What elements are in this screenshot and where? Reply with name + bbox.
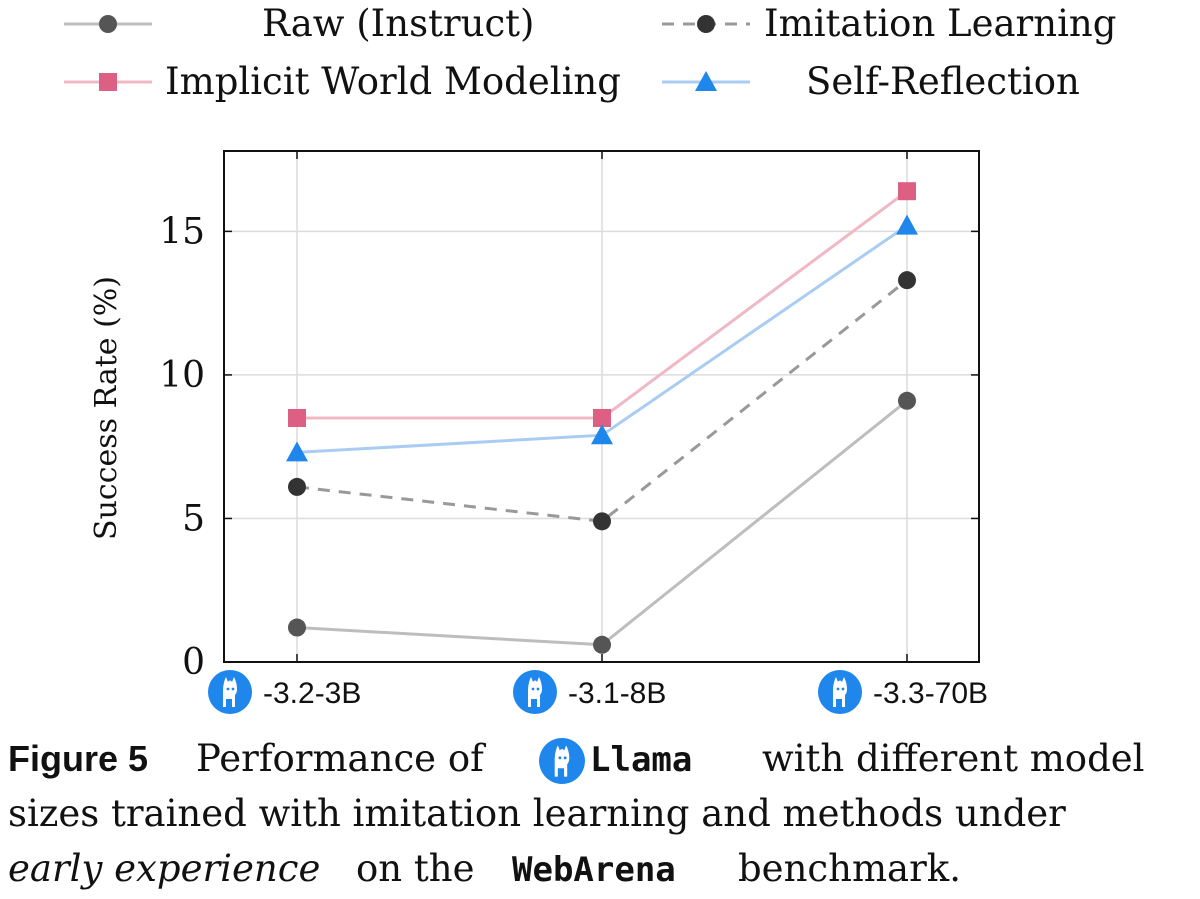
marker-raw-instruct-1 <box>593 635 611 654</box>
y-tick-label-10: 10 <box>159 355 205 396</box>
caption-line-1: Figure 5 Performance of Llama with diffe… <box>8 737 1144 780</box>
marker-self-reflection-2 <box>896 214 918 235</box>
legend-label-self-reflection: Self-Reflection <box>806 60 1080 103</box>
y-tick-label-15: 15 <box>159 211 205 252</box>
marker-imitation-learning-1 <box>593 512 611 531</box>
y-tick-label-5: 5 <box>182 498 205 539</box>
legend-label-raw-instruct: Raw (Instruct) <box>262 2 534 45</box>
legend-item-self-reflection: Self-Reflection <box>662 60 1080 103</box>
marker-self-reflection-0 <box>286 441 308 462</box>
caption-line3-end: benchmark. <box>738 847 961 890</box>
caption-model-name: Llama <box>590 740 692 780</box>
grid <box>224 151 979 662</box>
llama-icon <box>818 670 862 714</box>
marker-implicit-world-modeling-2 <box>898 182 916 201</box>
marker-raw-instruct-2 <box>898 391 916 410</box>
caption-line-2: sizes trained with imitation learning an… <box>8 792 1066 835</box>
plot-area: 0 5 10 15 -3.2-3B -3.1-8B -3.3-70B <box>159 150 988 714</box>
caption-benchmark-name: WebArena <box>512 850 676 890</box>
llama-icon <box>539 738 585 784</box>
x-tick-label-2: -3.3-70B <box>873 677 988 710</box>
series-layer <box>286 182 918 654</box>
legend-item-implicit-world-modeling: Implicit World Modeling <box>64 60 621 103</box>
x-axis-ticks: -3.2-3B -3.1-8B -3.3-70B <box>208 151 988 714</box>
legend-label-imitation-learning: Imitation Learning <box>764 2 1116 45</box>
marker-self-reflection-1 <box>591 424 613 445</box>
legend: Raw (Instruct) Imitation Learning Implic… <box>64 2 1116 103</box>
y-tick-label-0: 0 <box>182 642 205 683</box>
x-tick-label-1: -3.1-8B <box>568 677 666 710</box>
caption-part2: with different model <box>762 737 1144 780</box>
caption-part1: Performance of <box>196 737 486 780</box>
caption-line3-mid: on the <box>356 847 474 890</box>
legend-item-raw-instruct: Raw (Instruct) <box>64 2 534 45</box>
legend-label-implicit-world-modeling: Implicit World Modeling <box>165 60 621 103</box>
marker-imitation-learning-2 <box>898 271 916 290</box>
marker-raw-instruct-0 <box>288 618 306 637</box>
x-tick-label-0: -3.2-3B <box>263 677 361 710</box>
y-axis-title: Success Rate (%) <box>89 276 124 540</box>
caption-figure-label: Figure 5 <box>8 738 148 779</box>
marker-implicit-world-modeling-1 <box>593 408 611 427</box>
marker-implicit-world-modeling-0 <box>288 408 306 427</box>
llama-icon <box>513 670 557 714</box>
llama-icon <box>208 670 252 714</box>
figure-caption: Figure 5 Performance of Llama with diffe… <box>8 737 1144 890</box>
legend-item-imitation-learning: Imitation Learning <box>662 2 1116 45</box>
marker-imitation-learning-0 <box>288 477 306 496</box>
caption-italic-phrase: early experience <box>8 847 320 890</box>
y-axis-ticks: 0 5 10 15 <box>159 211 979 683</box>
caption-line-3: early experience on the WebArena benchma… <box>8 847 961 890</box>
